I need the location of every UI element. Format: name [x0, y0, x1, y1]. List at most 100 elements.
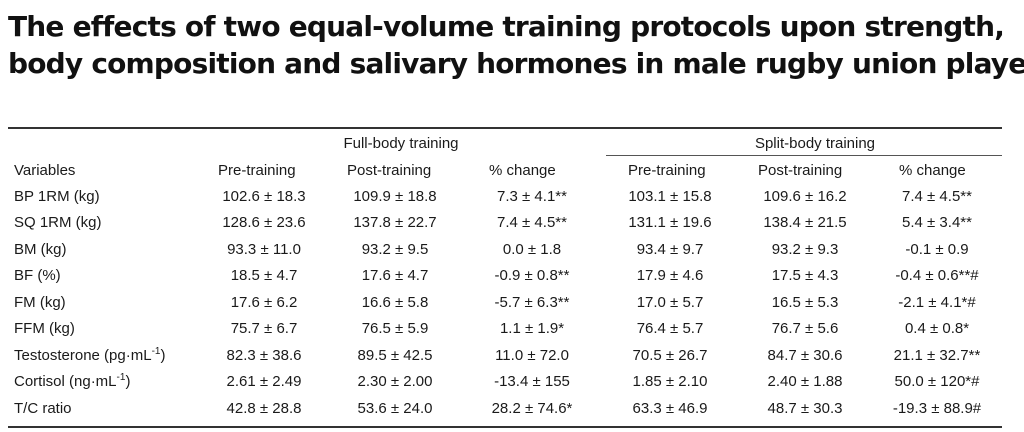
- header-split-post: Post-training: [758, 162, 843, 179]
- cell-split-change: 0.4 ± 0.8*: [904, 320, 970, 338]
- cell-split-post: 109.6 ± 16.2: [763, 187, 847, 205]
- cell-full-change: 28.2 ± 74.6*: [491, 399, 573, 417]
- cell-split-post: 84.7 ± 30.6: [767, 346, 843, 364]
- cell-full-change: -13.4 ± 155: [494, 373, 570, 391]
- variable-label: SQ 1RM (kg): [8, 210, 200, 237]
- cell-full-pre: 17.6 ± 6.2: [230, 293, 298, 311]
- cell-full-change: 1.1 ± 1.9*: [499, 320, 565, 338]
- header-split-pre: Pre-training: [628, 162, 706, 179]
- cell-full-post: 93.2 ± 9.5: [361, 240, 429, 258]
- cell-full-change: 0.0 ± 1.8: [502, 240, 562, 258]
- cell-full-pre: 128.6 ± 23.6: [222, 214, 306, 232]
- cell-full-post: 16.6 ± 5.8: [361, 293, 429, 311]
- variable-name: FFM (kg): [14, 320, 75, 338]
- header-split-change: % change: [899, 162, 966, 179]
- cell-split-pre: 103.1 ± 15.8: [628, 187, 712, 205]
- cell-full-post: 137.8 ± 22.7: [353, 214, 437, 232]
- paper-title: The effects of two equal-volume training…: [8, 8, 1024, 82]
- cell-split-pre: 93.4 ± 9.7: [636, 240, 704, 258]
- cell-split-pre: 17.9 ± 4.6: [636, 267, 704, 285]
- cell-split-post: 16.5 ± 5.3: [771, 293, 839, 311]
- cell-split-change: -0.4 ± 0.6**#: [895, 267, 979, 285]
- cell-full-pre: 75.7 ± 6.7: [230, 320, 298, 338]
- cell-split-post: 2.40 ± 1.88: [767, 373, 843, 391]
- cell-full-pre: 82.3 ± 38.6: [226, 346, 302, 364]
- cell-split-post: 17.5 ± 4.3: [771, 267, 839, 285]
- variable-name: FM (kg): [14, 293, 66, 311]
- cell-full-pre: 42.8 ± 28.8: [226, 399, 302, 417]
- header-variables: Variables: [14, 162, 76, 179]
- table-row: Testosterone (pg·mL-1) 82.3 ± 38.6 89.5 ± …: [8, 342, 1002, 369]
- unit-exponent: -1: [116, 372, 126, 384]
- variable-name: BF (%): [14, 267, 61, 285]
- cell-full-post: 17.6 ± 4.7: [361, 267, 429, 285]
- cell-full-change: -0.9 ± 0.8**: [494, 267, 570, 285]
- cell-split-pre: 17.0 ± 5.7: [636, 293, 704, 311]
- cell-full-post: 89.5 ± 42.5: [357, 346, 433, 364]
- table-row: BM (kg) 93.3 ± 11.0 93.2 ± 9.5 0.0 ± 1.8 93.…: [8, 236, 1002, 263]
- cell-split-pre: 70.5 ± 26.7: [632, 346, 708, 364]
- table-body: BP 1RM (kg) 102.6 ± 18.3 109.9 ± 18.8 7.3 ±…: [8, 183, 1002, 422]
- unit-close: ): [125, 373, 131, 391]
- cell-full-pre: 102.6 ± 18.3: [222, 187, 306, 205]
- variable-name: BP 1RM (kg): [14, 187, 100, 205]
- table-row: BF (%) 18.5 ± 4.7 17.6 ± 4.7 -0.9 ± 0.8** 17…: [8, 263, 1002, 290]
- cell-full-post: 53.6 ± 24.0: [357, 399, 433, 417]
- cell-split-pre: 76.4 ± 5.7: [636, 320, 704, 338]
- variable-label: T/C ratio: [8, 395, 200, 422]
- cell-split-post: 48.7 ± 30.3: [767, 399, 843, 417]
- variable-label: BF (%): [8, 263, 200, 290]
- cell-full-pre: 18.5 ± 4.7: [230, 267, 298, 285]
- unit-exponent: -1: [151, 345, 161, 357]
- cell-full-pre: 93.3 ± 11.0: [227, 240, 301, 258]
- variable-label: FFM (kg): [8, 316, 200, 343]
- variable-label: Testosterone (pg·mL-1): [8, 342, 200, 369]
- cell-full-post: 76.5 ± 5.9: [361, 320, 429, 338]
- cell-split-pre: 63.3 ± 46.9: [632, 399, 708, 417]
- table-row: Cortisol (ng·mL-1) 2.61 ± 2.49 2.30 ± 2.00…: [8, 369, 1002, 396]
- title-line-1: The effects of two equal-volume training…: [8, 10, 1005, 43]
- cell-full-post: 109.9 ± 18.8: [353, 187, 437, 205]
- variable-name: Cortisol (ng·mL: [14, 373, 117, 391]
- cell-full-change: 7.3 ± 4.1**: [497, 187, 567, 205]
- group-header-full-body: Full-body training: [343, 135, 459, 152]
- table-row: FM (kg) 17.6 ± 6.2 16.6 ± 5.8 -5.7 ± 6.3** 1…: [8, 289, 1002, 316]
- cell-full-change: -5.7 ± 6.3**: [494, 293, 570, 311]
- cell-split-change: 21.1 ± 32.7**: [893, 346, 981, 364]
- table-row: T/C ratio 42.8 ± 28.8 53.6 ± 24.0 28.2 ± 74…: [8, 395, 1002, 422]
- variable-name: SQ 1RM (kg): [14, 214, 102, 232]
- cell-full-change: 11.0 ± 72.0: [495, 346, 569, 364]
- table-bottom-rule: [8, 426, 1002, 428]
- table-row: BP 1RM (kg) 102.6 ± 18.3 109.9 ± 18.8 7.3 ±…: [8, 183, 1002, 210]
- header-full-change: % change: [489, 162, 556, 179]
- variable-label: BM (kg): [8, 236, 200, 263]
- cell-full-pre: 2.61 ± 2.49: [226, 373, 302, 391]
- variable-name: Testosterone (pg·mL: [14, 346, 152, 364]
- cell-split-change: -19.3 ± 88.9#: [892, 399, 982, 417]
- cell-split-change: -0.1 ± 0.9: [905, 240, 969, 258]
- table-row: SQ 1RM (kg) 128.6 ± 23.6 137.8 ± 22.7 7.4 ±…: [8, 210, 1002, 237]
- cell-split-pre: 131.1 ± 19.6: [628, 214, 712, 232]
- cell-split-change: 7.4 ± 4.5**: [902, 187, 972, 205]
- variable-name: BM (kg): [14, 240, 67, 258]
- group-header-split-body: Split-body training: [754, 135, 876, 152]
- table-top-rule: [8, 127, 1002, 129]
- variable-label: FM (kg): [8, 289, 200, 316]
- variable-label: BP 1RM (kg): [8, 183, 200, 210]
- unit-close: ): [160, 346, 166, 364]
- split-group-rule: [606, 155, 1002, 156]
- cell-split-change: -2.1 ± 4.1*#: [898, 293, 976, 311]
- cell-split-post: 138.4 ± 21.5: [763, 214, 847, 232]
- table-row: FFM (kg) 75.7 ± 6.7 76.5 ± 5.9 1.1 ± 1.9* 76…: [8, 316, 1002, 343]
- variable-name: T/C ratio: [14, 399, 72, 417]
- cell-split-post: 76.7 ± 5.6: [771, 320, 839, 338]
- header-full-pre: Pre-training: [218, 162, 296, 179]
- title-line-2: body composition and salivary hormones i…: [8, 47, 1024, 80]
- cell-full-post: 2.30 ± 2.00: [357, 373, 433, 391]
- header-full-post: Post-training: [347, 162, 432, 179]
- cell-split-change: 50.0 ± 120*#: [894, 373, 980, 391]
- cell-split-change: 5.4 ± 3.4**: [902, 214, 972, 232]
- cell-split-post: 93.2 ± 9.3: [771, 240, 839, 258]
- cell-full-change: 7.4 ± 4.5**: [497, 214, 567, 232]
- variable-label: Cortisol (ng·mL-1): [8, 369, 200, 396]
